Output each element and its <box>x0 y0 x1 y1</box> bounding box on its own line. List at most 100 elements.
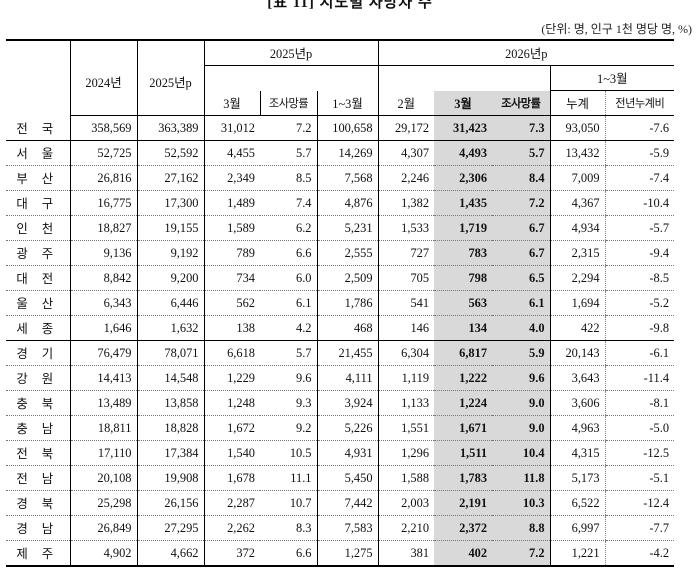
value-rate-2026: 7.2 <box>492 190 551 216</box>
value-2024: 13,489 <box>70 390 138 416</box>
value-q13-2025: 100,658 <box>317 115 379 141</box>
value-2024: 76,479 <box>70 340 138 366</box>
table-row: 경북 25,298 26,156 2,287 10.7 7,442 2,003 2,191 10… <box>6 490 675 516</box>
header-region <box>6 40 71 116</box>
value-yoy-2026: -8.5 <box>604 265 675 291</box>
header-2024: 2024년 <box>70 40 138 91</box>
value-cum-2026: 4,934 <box>549 215 606 241</box>
table-row: 강원 14,413 14,548 1,229 9.6 4,111 1,119 1,222 9.6… <box>6 365 675 391</box>
value-rate-2026: 7.3 <box>492 115 551 141</box>
value-rate-2025: 8.5 <box>260 165 318 191</box>
value-m2-2026: 1,296 <box>378 440 435 466</box>
value-q13-2025: 5,226 <box>317 415 379 441</box>
value-2024: 4,902 <box>70 540 138 567</box>
value-m2-2026: 2,246 <box>378 165 435 191</box>
value-m2-2026: 1,551 <box>378 415 435 441</box>
value-2025p: 78,071 <box>137 340 205 366</box>
value-cum-2026: 4,367 <box>549 190 606 216</box>
value-m3-2025: 372 <box>204 540 260 567</box>
value-m3-2025: 31,012 <box>204 115 260 141</box>
value-m2-2026: 381 <box>378 540 435 567</box>
table-row: 경기 76,479 78,071 6,618 5.7 21,455 6,304 6,817 5.… <box>6 340 675 366</box>
value-2024: 52,725 <box>70 140 138 166</box>
value-rate-2026: 5.7 <box>492 140 551 166</box>
value-yoy-2026: -12.5 <box>604 440 675 466</box>
value-m3-2026: 402 <box>434 540 493 567</box>
region-label: 세종 <box>6 315 71 341</box>
value-2024: 26,849 <box>70 515 138 541</box>
value-m2-2026: 1,119 <box>378 365 435 391</box>
region-label: 경북 <box>6 490 71 516</box>
value-m3-2026: 1,222 <box>434 365 493 391</box>
table-row: 부산 26,816 27,162 2,349 8.5 7,568 2,246 2,306 8.4… <box>6 165 675 191</box>
value-m3-2025: 2,349 <box>204 165 260 191</box>
value-rate-2026: 6.5 <box>492 265 551 291</box>
value-2025p: 6,446 <box>137 290 205 316</box>
value-cum-2026: 4,963 <box>549 415 606 441</box>
value-m3-2026: 2,191 <box>434 490 493 516</box>
value-rate-2025: 10.7 <box>260 490 318 516</box>
value-m3-2026: 4,493 <box>434 140 493 166</box>
header-group-2025p: 2025년p <box>204 40 379 66</box>
region-label: 충북 <box>6 390 71 416</box>
value-m3-2026: 798 <box>434 265 493 291</box>
value-2025p: 363,389 <box>137 115 205 141</box>
value-m3-2025: 138 <box>204 315 260 341</box>
value-yoy-2026: -5.1 <box>604 465 675 491</box>
value-2025p: 14,548 <box>137 365 205 391</box>
value-m3-2025: 1,540 <box>204 440 260 466</box>
value-cum-2026: 4,315 <box>549 440 606 466</box>
value-m3-2026: 134 <box>434 315 493 341</box>
value-2025p: 17,384 <box>137 440 205 466</box>
value-yoy-2026: -12.4 <box>604 490 675 516</box>
value-yoy-2026: -7.6 <box>604 115 675 141</box>
header-rate-2025: 조사망률 <box>259 90 318 116</box>
value-2025p: 9,192 <box>137 240 205 266</box>
value-q13-2025: 7,442 <box>317 490 379 516</box>
header-2026-spacer <box>378 66 550 91</box>
value-m2-2026: 6,304 <box>378 340 435 366</box>
value-2024: 14,413 <box>70 365 138 391</box>
table-row: 전국 358,569 363,389 31,012 7.2 100,658 29,172 31… <box>6 115 675 141</box>
value-m3-2026: 1,783 <box>434 465 493 491</box>
value-yoy-2026: -4.2 <box>604 540 675 567</box>
header-2025p: 2025년p <box>137 40 205 91</box>
header-q13-2025: 1~3월 <box>317 90 379 116</box>
value-cum-2026: 13,432 <box>549 140 606 166</box>
value-yoy-2026: -6.1 <box>604 340 675 366</box>
header-m3-2025: 3월 <box>204 90 260 116</box>
region-label: 대전 <box>6 265 71 291</box>
value-2024: 18,811 <box>70 415 138 441</box>
table-row: 울산 6,343 6,446 562 6.1 1,786 541 563 6.1 1,694 -5.… <box>6 290 675 316</box>
region-label: 울산 <box>6 290 71 316</box>
value-m2-2026: 1,533 <box>378 215 435 241</box>
value-2025p: 26,156 <box>137 490 205 516</box>
value-m3-2026: 2,306 <box>434 165 493 191</box>
value-2025p: 17,300 <box>137 190 205 216</box>
value-cum-2026: 93,050 <box>549 115 606 141</box>
value-yoy-2026: -5.7 <box>604 215 675 241</box>
header-2025p-spacer <box>137 90 205 116</box>
table-row: 인천 18,827 19,155 1,589 6.2 5,231 1,533 1,719 6.7… <box>6 215 675 241</box>
value-m3-2025: 789 <box>204 240 260 266</box>
value-yoy-2026: -7.7 <box>604 515 675 541</box>
value-m2-2026: 29,172 <box>378 115 435 141</box>
value-2025p: 19,155 <box>137 215 205 241</box>
value-q13-2025: 4,876 <box>317 190 379 216</box>
value-cum-2026: 3,643 <box>549 365 606 391</box>
value-m2-2026: 705 <box>378 265 435 291</box>
region-label: 전북 <box>6 440 71 466</box>
table-row: 전북 17,110 17,384 1,540 10.5 4,931 1,296 1,511 10… <box>6 440 675 466</box>
table-row: 세종 1,646 1,632 138 4.2 468 146 134 4.0 422 -9.8 <box>6 315 675 341</box>
value-m2-2026: 2,003 <box>378 490 435 516</box>
region-label: 제주 <box>6 540 71 567</box>
value-m3-2026: 1,511 <box>434 440 493 466</box>
value-2025p: 18,828 <box>137 415 205 441</box>
value-cum-2026: 2,294 <box>549 265 606 291</box>
header-2025-spacer <box>204 65 379 91</box>
region-label: 경남 <box>6 515 71 541</box>
region-label: 부산 <box>6 165 71 191</box>
value-cum-2026: 3,606 <box>549 390 606 416</box>
header-rate-2026: 조사망률 <box>492 90 551 116</box>
value-m3-2026: 1,435 <box>434 190 493 216</box>
